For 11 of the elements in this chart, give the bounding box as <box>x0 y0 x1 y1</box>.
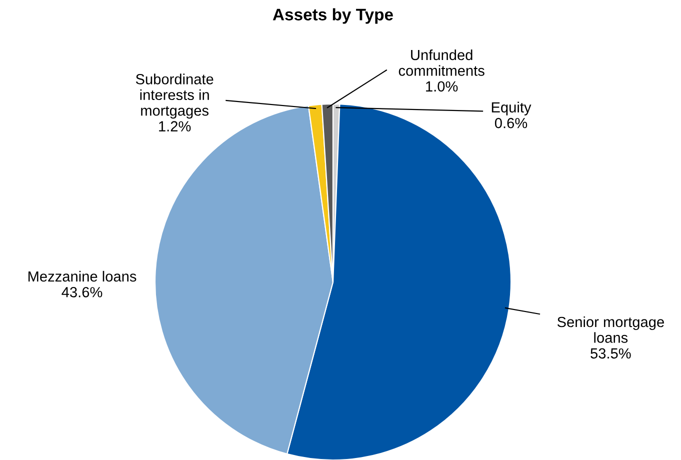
slice-label: Subordinate interests in mortgages <box>136 74 214 119</box>
slice-label: Equity <box>492 102 532 116</box>
data-label: 43.6% <box>62 287 102 298</box>
slice-label: Unfunded commitments <box>398 49 484 76</box>
data-label: 1.2% <box>159 121 191 132</box>
chart-title: Assets by Type <box>272 8 393 24</box>
data-label: 0.6% <box>494 118 528 128</box>
data-label: 1.0% <box>426 81 458 92</box>
slice-label: Mezzanine loans <box>28 270 136 282</box>
data-label: 53.5% <box>590 348 631 359</box>
slice-label: Senior mortgage loans <box>557 316 664 343</box>
